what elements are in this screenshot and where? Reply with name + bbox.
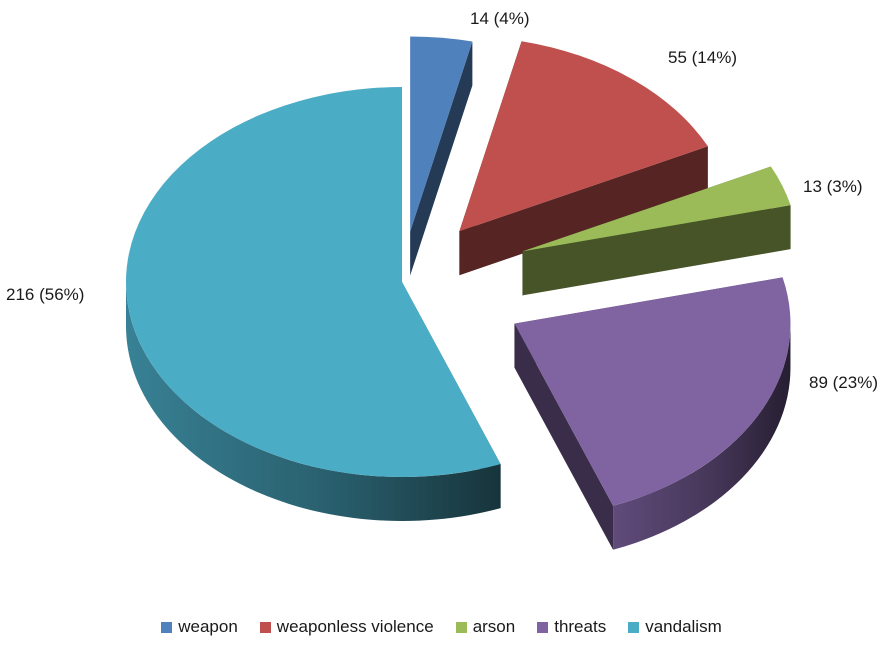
slice-weapon [410, 36, 473, 232]
slice-wall-threats [613, 323, 791, 550]
legend-label-arson: arson [472, 617, 516, 636]
legend-label-vandalism: vandalism [645, 617, 722, 636]
legend-swatch-weapon [161, 621, 173, 633]
data-labels-layer: 14 (4%) 55 (14%) 13 (3%) 89 (23%) 216 (56%) [6, 9, 878, 392]
legend-label-weapon: weapon [178, 617, 238, 636]
legend-swatch-threats [537, 621, 549, 633]
data-label-vandalism: 216 (56%) [6, 285, 84, 304]
legend-item-weaponless-violence: weaponless violence [259, 617, 434, 637]
slice-weaponless-violence [459, 41, 708, 232]
legend-item-threats: threats [537, 617, 606, 637]
slice-cut-face-weaponless-violence-1 [459, 146, 708, 276]
slice-vandalism [126, 87, 501, 477]
legend-label-threats: threats [554, 617, 607, 636]
legend-item-weapon: weapon [161, 617, 238, 637]
legend-swatch-arson [455, 621, 467, 633]
legend: weapon weaponless violence arson threats van… [0, 617, 883, 637]
legend-label-weaponless-violence: weaponless violence [276, 617, 434, 636]
slice-threats [514, 277, 791, 506]
slice-arson [522, 166, 791, 252]
data-label-weapon: 14 (4%) [470, 9, 530, 28]
data-label-weaponless-violence: 55 (14%) [668, 48, 737, 67]
legend-swatch-vandalism [628, 621, 640, 633]
slice-cut-face-threats-1 [514, 323, 614, 550]
legend-swatch-weaponless-violence [259, 621, 271, 633]
slice-wall-vandalism [126, 282, 501, 521]
slice-tops-layer [126, 36, 791, 506]
slice-cut-face-arson-1 [522, 205, 791, 296]
data-label-arson: 13 (3%) [803, 177, 863, 196]
slice-cut-face-weapon-1 [410, 41, 473, 276]
data-label-threats: 89 (23%) [809, 373, 878, 392]
legend-item-arson: arson [455, 617, 516, 637]
legend-item-vandalism: vandalism [628, 617, 722, 637]
slice-side-weapon [410, 41, 473, 276]
